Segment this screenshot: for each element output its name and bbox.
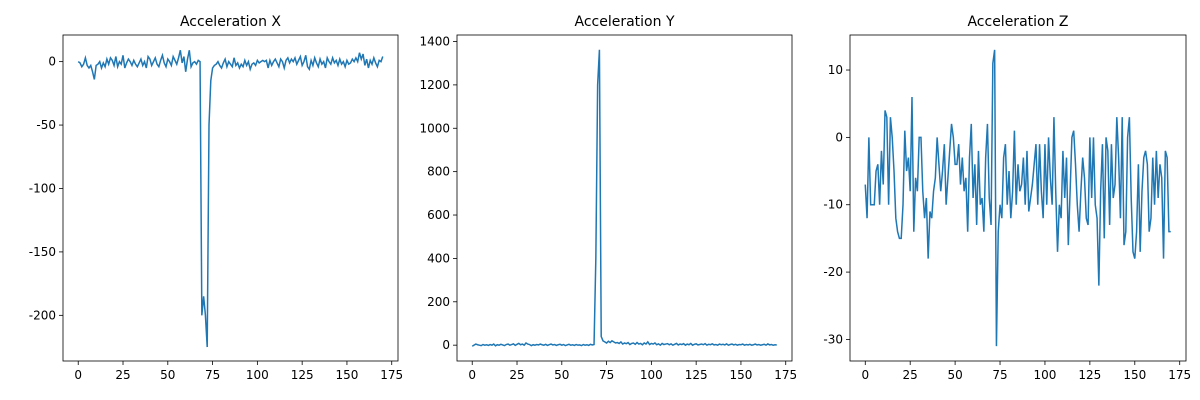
subplot: Acceleration X 0 25 50 75 100 125 150 175 -200 -15… <box>29 14 403 382</box>
axes-frame <box>62 34 399 362</box>
x-tick-label: 0 <box>468 368 476 382</box>
x-tick-label: 0 <box>74 368 82 382</box>
x-tick-label: 50 <box>554 368 569 382</box>
x-tick-label: 100 <box>1033 368 1056 382</box>
x-tick-label: 175 <box>774 368 797 382</box>
y-tick-label: -100 <box>29 181 56 195</box>
y-tick-label: 400 <box>427 251 450 265</box>
y-tick-label: -30 <box>823 332 843 346</box>
y-tick-label: -50 <box>36 118 56 132</box>
x-tick-label: 25 <box>509 368 524 382</box>
data-line <box>77 50 384 348</box>
subplot: Acceleration Z0 25 50 75 100 125 150 175-30-20-… <box>823 14 1191 382</box>
y-tick-label: 0 <box>835 130 843 144</box>
y-tick-label: 1200 <box>419 78 450 92</box>
x-tick-label: 25 <box>115 368 130 382</box>
y-tick-label: 1400 <box>419 35 450 49</box>
subplot: Acceleration Y 0 25 50 75 100 125 150 175 0 200 400… <box>419 14 797 382</box>
chart-title: Acceleration X <box>180 14 281 30</box>
x-tick-label: 100 <box>640 368 663 382</box>
y-tick-label: 800 <box>427 165 450 179</box>
x-tick-label: 100 <box>246 368 269 382</box>
plot-area <box>864 49 1171 347</box>
x-tick-label: 150 <box>1123 368 1146 382</box>
x-tick-label: 150 <box>729 368 752 382</box>
x-tick-label: 125 <box>1078 368 1101 382</box>
x-tick-label: 50 <box>160 368 175 382</box>
y-tick-label: -150 <box>29 245 56 259</box>
chart-title: Acceleration Z <box>967 14 1068 30</box>
x-tick-label: 0 <box>861 368 869 382</box>
y-tick-label: 0 <box>48 55 56 69</box>
x-tick-label: 75 <box>599 368 614 382</box>
axes-frame <box>849 34 1187 362</box>
data-line <box>864 49 1171 347</box>
plot-area <box>77 50 384 348</box>
x-tick-label: 125 <box>685 368 708 382</box>
axes-frame <box>456 34 793 362</box>
y-tick-label: -20 <box>823 265 843 279</box>
x-tick-label: 25 <box>903 368 918 382</box>
y-tick-label: -200 <box>29 308 56 322</box>
plot-area <box>471 49 777 347</box>
y-tick-label: 10 <box>828 63 843 77</box>
y-tick-label: 0 <box>442 338 450 352</box>
x-tick-label: 125 <box>291 368 314 382</box>
y-tick-label: 1000 <box>419 121 450 135</box>
x-tick-label: 175 <box>1168 368 1191 382</box>
x-tick-label: 75 <box>992 368 1007 382</box>
x-tick-label: 75 <box>205 368 220 382</box>
y-tick-label: 600 <box>427 208 450 222</box>
y-tick-label: -10 <box>823 198 843 212</box>
y-tick-label: 200 <box>427 295 450 309</box>
chart-title: Acceleration Y <box>575 14 675 30</box>
data-line <box>471 49 777 347</box>
x-tick-label: 50 <box>947 368 962 382</box>
x-tick-label: 175 <box>380 368 403 382</box>
x-tick-label: 150 <box>335 368 358 382</box>
